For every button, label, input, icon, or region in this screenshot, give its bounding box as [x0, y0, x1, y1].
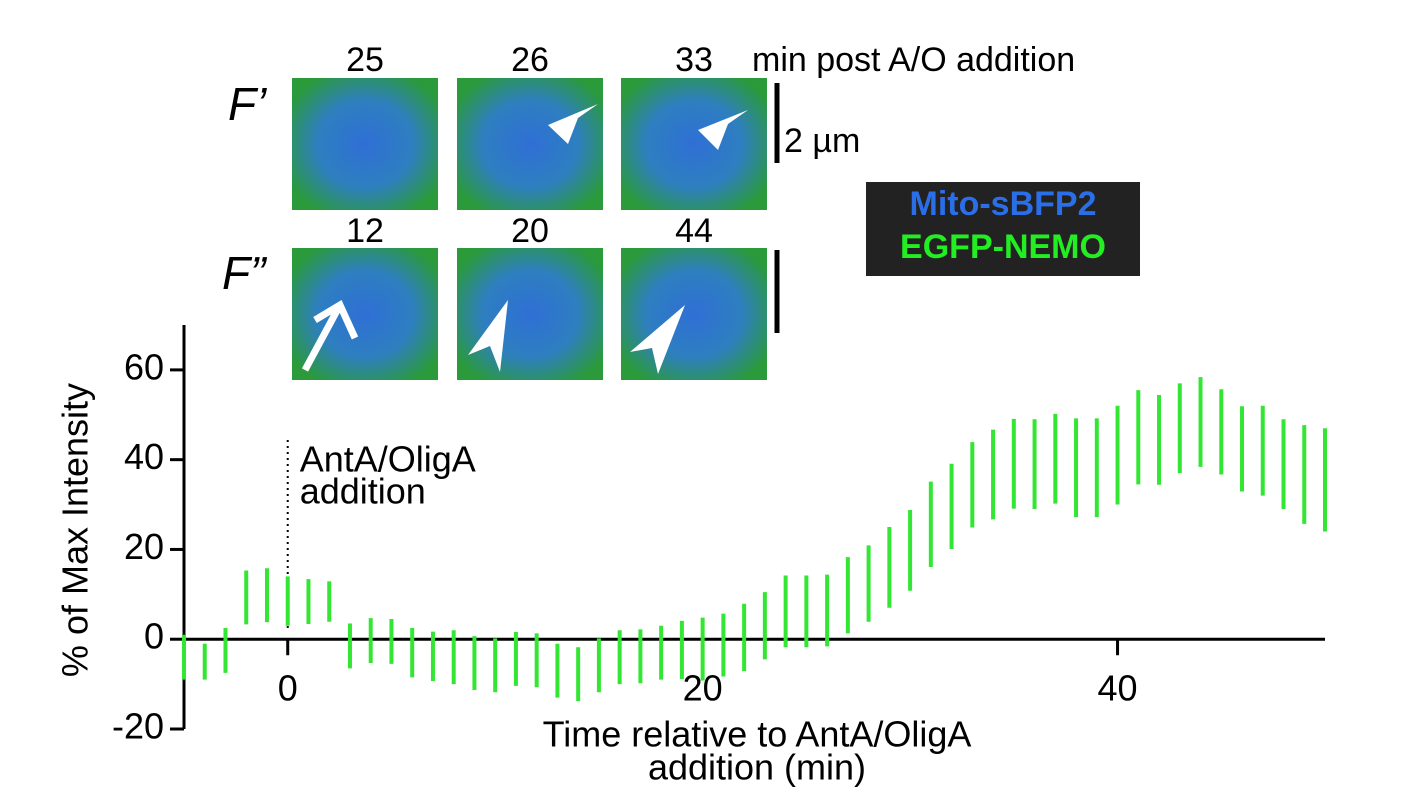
- micrograph: [292, 248, 438, 380]
- panel-label: F”: [222, 247, 268, 299]
- y-tick-label: 20: [124, 526, 164, 567]
- micrograph: [621, 248, 767, 380]
- arrowhead: [698, 110, 748, 150]
- x-tick-label: 40: [1098, 668, 1138, 709]
- scale-label: 2 µm: [784, 122, 860, 160]
- time-unit: min post A/O addition: [752, 41, 1075, 79]
- arrow: [301, 299, 359, 372]
- annotation: AntA/OligA: [300, 439, 476, 480]
- legend-entry: EGFP-NEMO: [900, 228, 1106, 266]
- micrograph: [292, 78, 438, 210]
- time-label: 20: [511, 212, 549, 250]
- micrograph: [457, 78, 603, 210]
- x-axis-label: addition (min): [648, 747, 866, 788]
- micrograph: [457, 248, 603, 380]
- y-tick-label: 0: [144, 616, 164, 657]
- annotation: addition: [300, 471, 426, 512]
- x-tick-label: 0: [278, 668, 298, 709]
- arrowhead: [548, 104, 598, 144]
- y-axis-label: % of Max Intensity: [55, 383, 96, 677]
- micrographs: [292, 78, 780, 380]
- time-label: 44: [675, 212, 713, 250]
- time-label: 26: [511, 41, 549, 79]
- arrowhead: [630, 305, 685, 374]
- micrograph: [621, 78, 767, 210]
- time-label: 33: [675, 41, 713, 79]
- legend-box: [866, 182, 1140, 276]
- y-tick-label: 60: [124, 346, 164, 387]
- x-axis-label: Time relative to AntA/OligA: [543, 714, 972, 755]
- y-tick-label: 40: [124, 436, 164, 477]
- y-tick-label: -20: [112, 706, 164, 747]
- arrowhead: [468, 300, 508, 372]
- panel-label: F’: [228, 78, 267, 130]
- legend-entry: Mito-sBFP2: [910, 185, 1097, 223]
- time-label: 25: [346, 41, 384, 79]
- time-label: 12: [346, 212, 384, 250]
